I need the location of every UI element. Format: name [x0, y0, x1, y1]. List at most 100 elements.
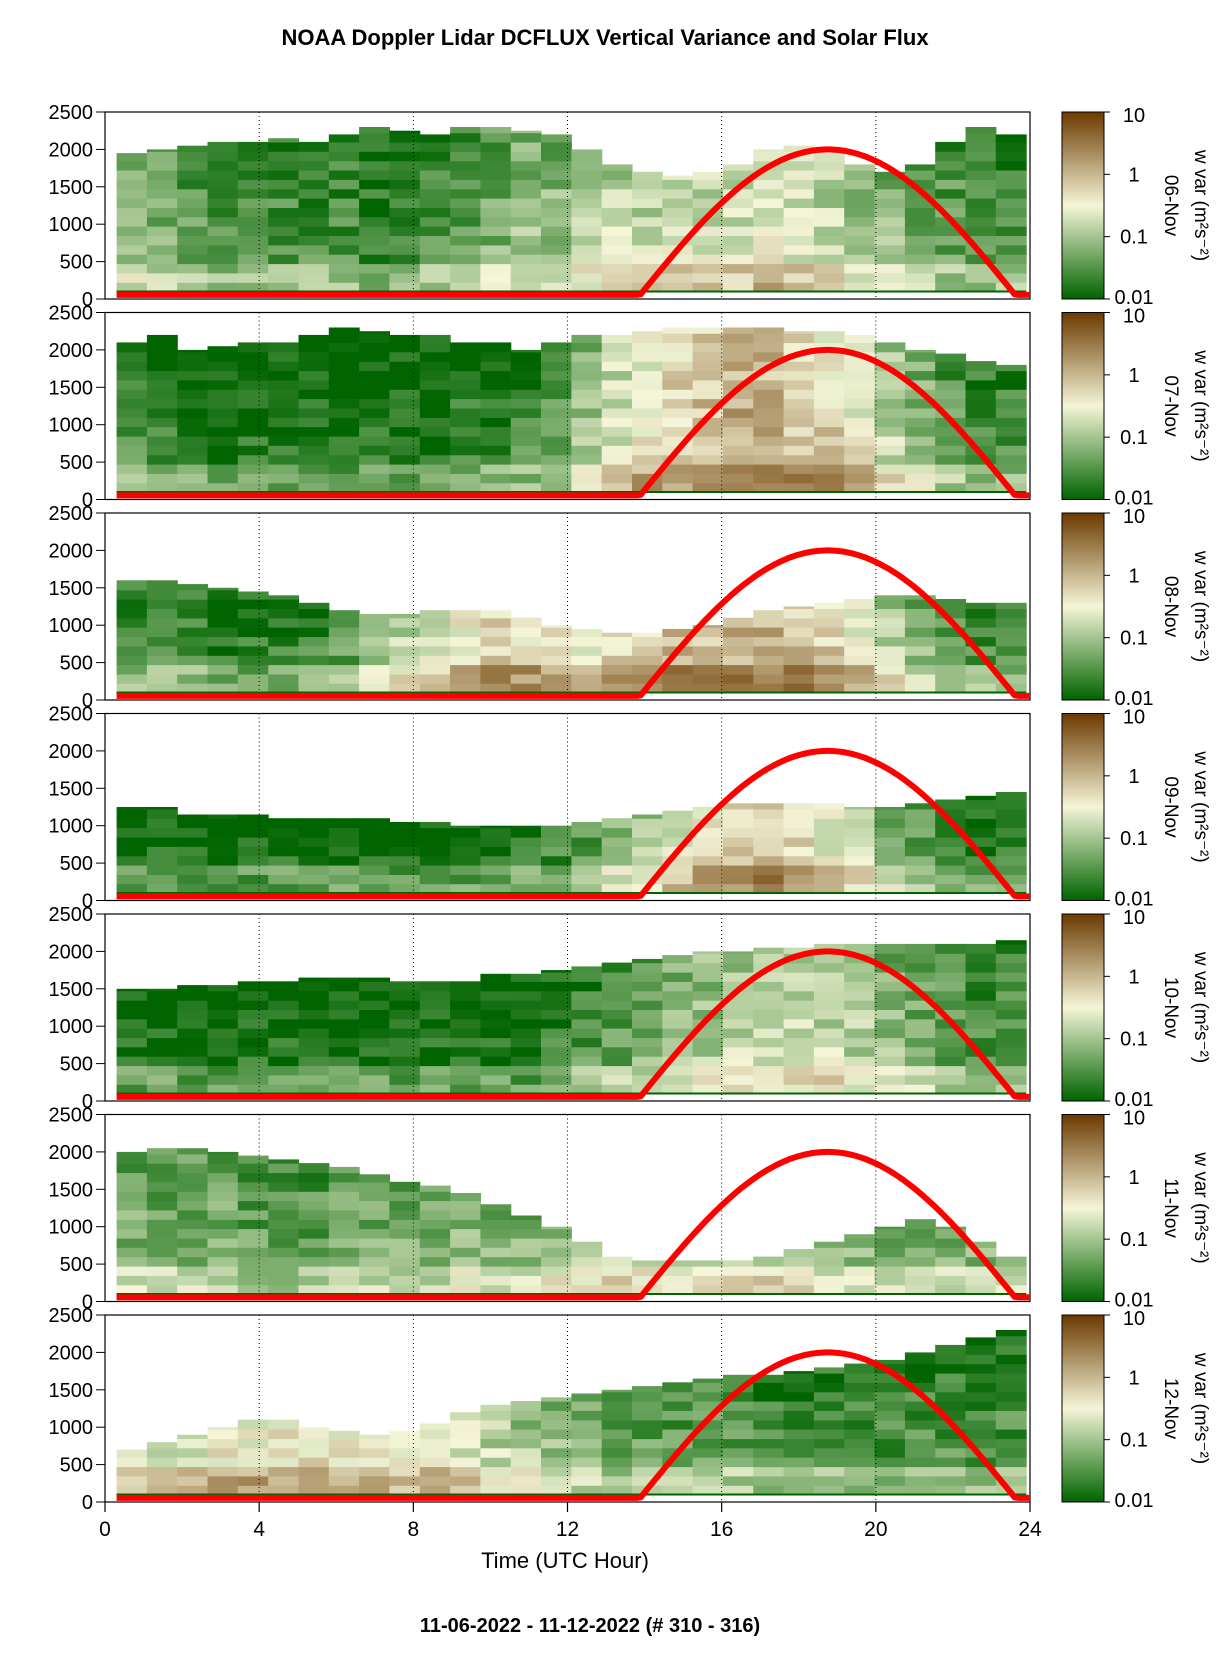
heatmap-cell — [874, 1028, 906, 1039]
heatmap-cell — [177, 627, 209, 638]
heatmap-cell — [419, 1209, 451, 1220]
heatmap-cell — [419, 342, 451, 353]
heatmap-cell — [692, 198, 724, 208]
y-tick-label: 2500 — [49, 704, 94, 726]
heatmap-cell — [177, 1275, 209, 1286]
heatmap-cell — [723, 1037, 754, 1048]
heatmap-cell — [116, 1151, 148, 1155]
heatmap-cell — [359, 435, 390, 446]
heatmap-cell — [419, 1074, 451, 1085]
heatmap-cell — [753, 1447, 785, 1458]
heatmap-cell — [541, 1237, 572, 1248]
heatmap-cell — [692, 379, 724, 390]
heatmap-cell — [601, 1056, 633, 1067]
heatmap-cell — [450, 664, 481, 675]
heatmap-cell — [965, 1373, 997, 1383]
heatmap-cell — [450, 351, 481, 362]
heatmap-cell — [146, 807, 178, 810]
heatmap-cell — [146, 1447, 178, 1458]
y-tick-label: 2000 — [49, 1342, 94, 1364]
heatmap-cell — [632, 454, 663, 465]
heatmap-cell — [359, 1200, 390, 1211]
heatmap-cell — [116, 988, 148, 992]
heatmap-cell — [389, 874, 421, 885]
heatmap-cell — [965, 943, 997, 954]
y-tick-label: 0 — [82, 289, 93, 311]
heatmap-cell — [116, 1457, 148, 1468]
heatmap-cell — [723, 435, 754, 446]
heatmap-cell — [632, 1065, 663, 1076]
heatmap-cell — [359, 141, 390, 152]
heatmap-cell — [844, 426, 876, 437]
heatmap-cell — [419, 1457, 451, 1468]
heatmap-cell — [935, 1266, 967, 1276]
heatmap-cell — [813, 846, 845, 857]
heatmap-cell — [935, 1000, 967, 1010]
heatmap-cell — [480, 370, 512, 381]
heatmap-cell — [450, 132, 481, 143]
heatmap-cell — [480, 170, 512, 180]
heatmap-cell — [723, 855, 754, 866]
heatmap-cell — [662, 1000, 694, 1010]
heatmap-cell — [146, 1219, 178, 1230]
heatmap-cell — [904, 865, 936, 875]
heatmap-cell — [298, 1219, 330, 1230]
heatmap-cell — [965, 1475, 997, 1486]
heatmap-cell — [146, 334, 178, 343]
heatmap-cell — [298, 151, 330, 162]
heatmap-cell — [116, 1009, 148, 1020]
heatmap-cell — [510, 825, 542, 829]
heatmap-cell — [783, 827, 815, 838]
colorbar-label: w var (m²s⁻²) — [1190, 1151, 1211, 1263]
heatmap-cell — [207, 587, 239, 591]
heatmap-cell — [753, 1056, 785, 1067]
heatmap-cell — [632, 1074, 663, 1085]
heatmap-cell — [177, 198, 209, 208]
heatmap-cell — [177, 1466, 209, 1477]
heatmap-cell — [995, 818, 1027, 829]
heatmap-cell — [692, 482, 724, 493]
heatmap-cell — [844, 342, 876, 353]
heatmap-cell — [844, 808, 876, 819]
heatmap-cell — [904, 351, 936, 362]
heatmap-cell — [419, 207, 451, 218]
heatmap-cell — [783, 1371, 815, 1374]
heatmap-cell — [389, 389, 421, 400]
heatmap-cell — [237, 282, 269, 293]
heatmap-cell — [146, 1200, 178, 1211]
heatmap-cell — [904, 645, 936, 656]
heatmap-cell — [753, 417, 785, 428]
heatmap-cell — [298, 627, 330, 638]
heatmap-cell — [298, 370, 330, 381]
heatmap-cell — [965, 1037, 997, 1048]
panel-frame — [104, 311, 1031, 501]
heatmap-cell — [632, 464, 663, 474]
heatmap-cell — [632, 1466, 663, 1477]
heatmap-cell — [995, 1074, 1027, 1085]
heatmap-cell — [541, 1009, 572, 1020]
heatmap-cell — [207, 627, 239, 638]
heatmap-cell — [723, 272, 754, 283]
heatmap-cell — [844, 836, 876, 847]
heatmap-cell — [904, 1354, 936, 1365]
heatmap-cell — [480, 1084, 512, 1095]
heatmap-cell — [328, 1018, 360, 1029]
heatmap-cell — [177, 645, 209, 656]
heatmap-cell — [601, 1475, 633, 1486]
heatmap-cell — [450, 1412, 481, 1421]
heatmap-cell — [510, 407, 542, 418]
heatmap-cell — [268, 207, 300, 218]
heatmap-cell — [601, 216, 633, 227]
heatmap-cell — [844, 1037, 876, 1048]
heatmap-cell — [723, 1266, 754, 1276]
heatmap-cell — [480, 1266, 512, 1276]
heatmap-cell — [116, 1449, 148, 1458]
heatmap-cell — [692, 179, 724, 190]
heatmap-cell — [662, 1037, 694, 1048]
heatmap-cell — [601, 342, 633, 353]
heatmap-cell — [783, 664, 815, 675]
heatmap-cell — [601, 351, 633, 362]
heatmap-cell — [571, 1401, 603, 1411]
heatmap-cell — [844, 855, 876, 866]
solar-flux-curve — [116, 1349, 1030, 1501]
